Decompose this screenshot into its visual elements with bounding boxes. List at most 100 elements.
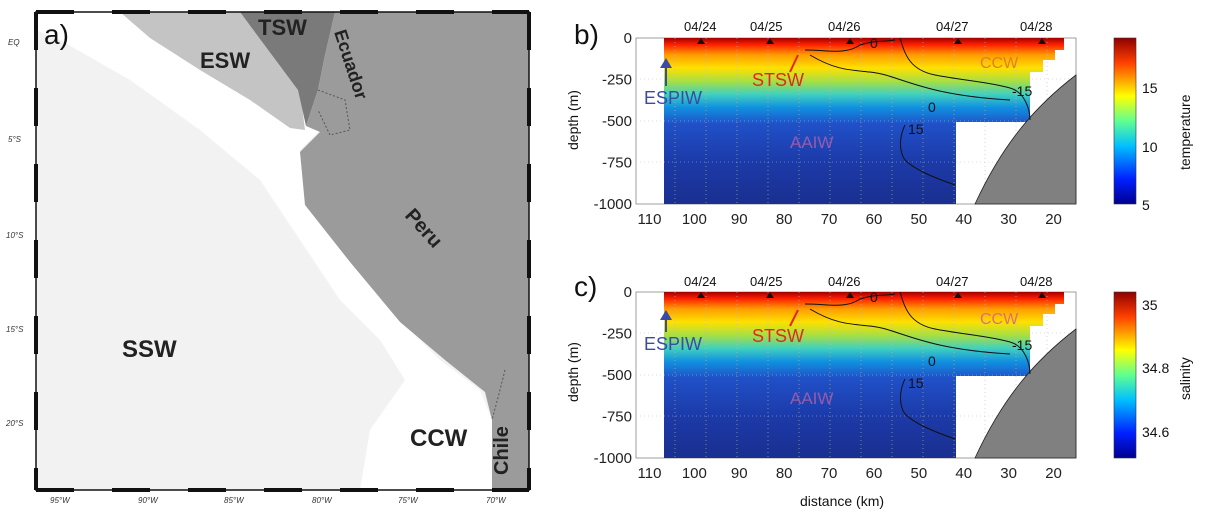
lon-label-70w: 70°W [486,496,507,505]
temperature-colorbar-tick: 15 [1142,80,1158,96]
aaiw-label: AAIW [790,389,833,408]
salinity-contours [804,291,1031,440]
lat-label-20s: 20°S [5,419,24,428]
y-tick-label: -500 [602,367,632,384]
contour-label-0: 0 [928,99,936,115]
land-region [300,12,529,490]
temperature-panel: b) 0 -15 0 15 ESPIW [565,19,1193,228]
salinity-colorbar [1113,291,1137,459]
esw-region [120,12,305,130]
x-tick-label: 80 [776,211,793,228]
x-tick-label: 60 [866,211,883,228]
chile-border [491,369,506,421]
map-frame-ticks [34,10,531,492]
salinity-colorbar-tick: 34.6 [1142,424,1169,440]
lat-label-15s: 15°S [6,325,24,334]
ecuador-border [317,89,351,136]
temperature-y-ticks: 0 -250 -500 -750 -1000 [594,30,632,213]
contour-label-15: 15 [908,121,924,137]
lon-label-75w: 75°W [398,496,419,505]
salinity-colorbar-tick: 34.8 [1142,360,1169,376]
y-tick-label: -500 [602,113,632,130]
date-label: 04/24 [684,274,717,289]
x-tick-label: 50 [911,465,928,482]
stsw-label: STSW [752,326,804,346]
y-tick-label: 0 [624,284,632,301]
x-tick-label: 70 [821,211,838,228]
x-tick-label: 90 [731,211,748,228]
tsw-label: TSW [258,15,307,40]
salinity-panel: c) 0 -15 0 15 ESPIW STSW CCW [565,271,1193,509]
chile-label: Chile [491,426,513,475]
temperature-colorbar-label: temperature [1177,94,1193,170]
contour-label-15: 15 [908,375,924,391]
esw-label: ESW [200,48,250,73]
x-tick-label: 30 [1000,465,1017,482]
y-tick-label: -750 [602,155,632,172]
lon-label-80w: 80°W [312,496,333,505]
lon-labels: 95°W 90°W 85°W 80°W 75°W 70°W [50,496,507,505]
salinity-colorbar-tick: 35 [1142,297,1158,313]
x-tick-label: 20 [1045,465,1062,482]
tsw-region [240,12,335,126]
temperature-colorbar-tick: 5 [1142,197,1150,213]
espiw-arrowhead [660,310,672,320]
panel-b-label: b) [574,19,599,50]
temperature-seafloor [974,74,1077,205]
salinity-y-ticks: 0 -250 -500 -750 -1000 [594,284,632,467]
lat-label-eq: EQ [8,38,20,47]
x-tick-label: 90 [731,465,748,482]
x-tick-label: 80 [776,465,793,482]
stsw-arrow [789,54,799,73]
lat-labels: EQ 5°S 10°S 15°S 20°S [5,38,24,428]
date-label: 04/28 [1020,274,1053,289]
salinity-date-markers: 04/24 04/25 04/26 04/27 04/28 [684,274,1053,298]
aaiw-label: AAIW [790,133,833,152]
x-tick-label: 110 [638,465,662,482]
x-tick-label: 110 [638,211,662,228]
x-tick-label: 20 [1045,211,1062,228]
y-tick-label: -250 [602,326,632,343]
espiw-label: ESPIW [644,88,702,108]
ccw-section-label: CCW [980,55,1019,72]
x-tick-label: 100 [682,465,707,482]
x-tick-label: 40 [955,465,972,482]
contour-label-neg15: -15 [1012,337,1032,353]
date-label: 04/26 [828,19,861,34]
y-tick-label: -250 [602,72,632,89]
temperature-contours [804,37,1031,186]
y-tick-label: -750 [602,409,632,426]
salinity-grid [636,292,1076,458]
date-label: 04/26 [828,274,861,289]
date-label: 04/25 [750,274,783,289]
contour-label-neg15: -15 [1012,83,1032,99]
salinity-seafloor [974,328,1077,459]
map-panel: a) TSW ESW SSW CCW Ecuador Peru Chile EQ… [0,0,545,513]
lat-label-10s: 10°S [6,231,24,240]
x-tick-label: 100 [682,211,707,228]
salinity-colorbar-label: salinity [1177,357,1193,400]
stsw-label: STSW [752,70,804,90]
x-tick-label: 70 [821,465,838,482]
temperature-ylabel: depth (m) [565,90,581,150]
ccw-label: CCW [410,425,468,452]
contour-label-0: 0 [928,353,936,369]
lon-label-85w: 85°W [224,496,245,505]
temperature-x-ticks: 110 100 90 80 70 60 50 40 30 20 [638,211,1062,228]
ssw-label: SSW [122,336,177,363]
salinity-ylabel: depth (m) [565,342,581,402]
lat-label-5s: 5°S [8,135,22,144]
lon-label-90w: 90°W [138,496,159,505]
date-label: 04/24 [684,19,717,34]
temperature-colorbar [1113,37,1137,205]
x-tick-label: 30 [1000,211,1017,228]
x-tick-label: 40 [955,211,972,228]
temperature-grid [636,38,1076,204]
salinity-x-ticks: 110 100 90 80 70 60 50 40 30 20 [638,465,1062,482]
temperature-colorbar-tick: 10 [1142,139,1158,155]
ccw-section-label: CCW [980,311,1019,328]
contour-label-0-top: 0 [870,35,878,51]
x-tick-label: 50 [911,211,928,228]
y-tick-label: -1000 [594,450,632,467]
